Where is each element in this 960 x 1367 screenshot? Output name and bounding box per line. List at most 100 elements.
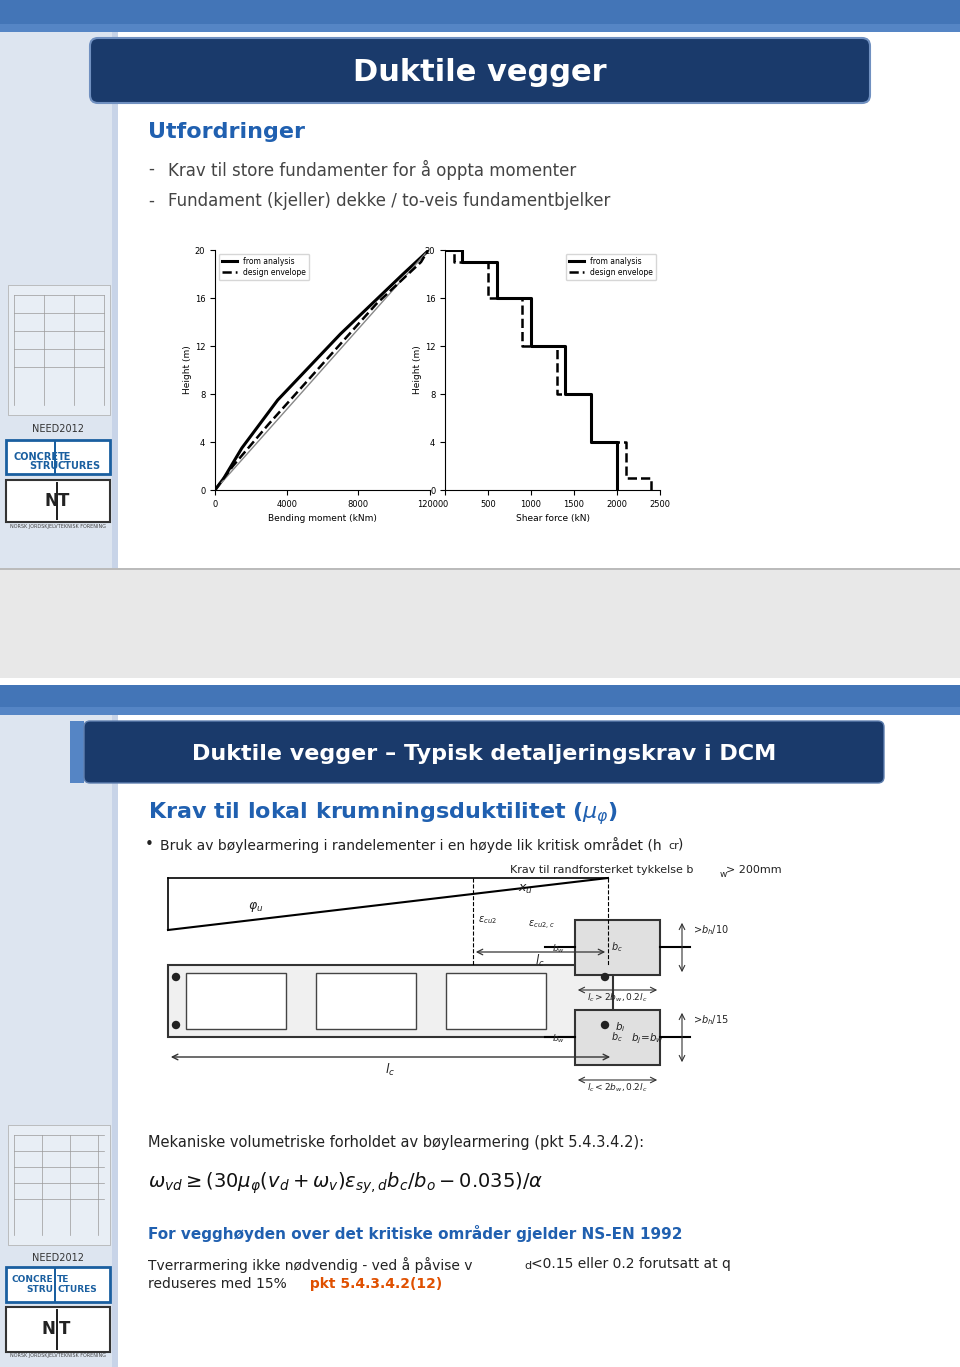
from analysis [560,338,571,354]
design envelope [440,242,451,258]
from analysis [236,440,248,457]
Text: $\omega_{vd} \geq (30\mu_{\varphi}(v_d + \omega_v)\varepsilon_{sy,d}b_c / b_o - : $\omega_{vd} \geq (30\mu_{\varphi}(v_d +… [148,1170,543,1196]
Text: $x_u$: $x_u$ [518,883,533,897]
Bar [6,1307,110,1352]
design envelope [586,385,597,402]
Bar [168,965,613,1038]
Circle shape [173,1021,180,1028]
Text: $l_c<2b_w, 0.2l_c$: $l_c<2b_w, 0.2l_c$ [587,1083,647,1095]
Bar [0,685,960,1367]
from analysis [525,338,537,354]
Bar [54,440,56,474]
Text: ): ) [678,837,684,852]
Text: T: T [58,492,69,510]
design envelope [551,385,563,402]
Text: $\varphi_u$: $\varphi_u$ [248,899,263,915]
from analysis [586,433,597,450]
design envelope [447,254,460,271]
Text: •: • [145,837,154,852]
Circle shape [602,973,609,980]
from analysis [612,481,623,498]
Text: $l_c>2b_w, 0.2l_c$: $l_c>2b_w, 0.2l_c$ [587,992,647,1005]
Bar [0,0,960,569]
Y-axis label: Height (m): Height (m) [413,346,421,394]
design envelope [516,338,528,354]
Text: $\varepsilon_{cu2}$: $\varepsilon_{cu2}$ [478,915,497,925]
from analysis [586,385,597,402]
Text: N: N [44,492,58,510]
Bar [54,1267,56,1301]
Bar [118,715,960,1367]
from analysis [491,254,502,271]
Text: d: d [524,1260,531,1271]
Bar [118,31,960,569]
Text: reduseres med 15%: reduseres med 15% [148,1277,287,1290]
Bar [56,1310,58,1351]
Bar [0,569,960,678]
Legend: from analysis, design envelope: from analysis, design envelope [565,254,657,280]
design envelope [620,433,632,450]
from analysis [420,245,432,261]
Text: For vegghøyden over det kritiske områder gjelder NS-EN 1992: For vegghøyden over det kritiske områder… [148,1225,683,1243]
Bar [70,720,84,783]
Text: CONCRE: CONCRE [12,1274,53,1284]
Text: $\varepsilon_{cu2,c}$: $\varepsilon_{cu2,c}$ [528,919,555,931]
design envelope [646,470,658,487]
from analysis [560,385,571,402]
from analysis [456,242,468,258]
from analysis [272,392,283,409]
design envelope [228,458,239,474]
design envelope [263,416,275,432]
design envelope [620,470,632,487]
Line: design envelope: design envelope [445,250,652,489]
Text: >$b_h$/15: >$b_h$/15 [693,1013,729,1027]
Bar [575,920,660,975]
Text: NORSK JORDSKJELVTEKNISK FORENING: NORSK JORDSKJELVTEKNISK FORENING [10,524,106,529]
FancyBboxPatch shape [84,720,884,783]
Text: CONCRE: CONCRE [13,452,58,462]
Text: Bruk av bøylearmering i randelementer i en høyde lik kritisk området (h: Bruk av bøylearmering i randelementer i … [160,837,661,853]
from analysis [491,290,502,306]
Text: Krav til randforsterket tykkelse b: Krav til randforsterket tykkelse b [510,865,693,875]
design envelope [317,355,328,372]
Text: Duktile vegger: Duktile vegger [353,57,607,87]
Text: $l_c$: $l_c$ [535,953,545,969]
Text: <0.15 eller 0.2 forutsatt at q: <0.15 eller 0.2 forutsatt at q [531,1258,731,1271]
design envelope [551,338,563,354]
Bar [8,284,110,416]
Text: TE: TE [58,452,71,462]
Circle shape [173,973,180,980]
Text: Krav til lokal krumningsduktilitet ($\mu_{\varphi}$): Krav til lokal krumningsduktilitet ($\mu… [148,800,618,827]
Legend: from analysis, design envelope: from analysis, design envelope [219,254,309,280]
design envelope [422,242,434,258]
from analysis [440,242,451,258]
Bar [112,715,118,1367]
Line: from analysis: from analysis [445,250,617,489]
Text: -: - [148,160,154,178]
Text: NEED2012: NEED2012 [32,424,84,433]
design envelope [371,295,382,312]
Circle shape [602,1021,609,1028]
Text: -: - [148,191,154,211]
Text: Duktile vegger – Typisk detaljeringskrav i DCM: Duktile vegger – Typisk detaljeringskrav… [192,744,776,764]
design envelope [416,254,427,271]
Bar [0,685,960,715]
Text: STRU: STRU [29,461,58,472]
from analysis [335,325,347,342]
design envelope [482,254,493,271]
Text: N: N [41,1321,55,1338]
Bar [446,973,546,1029]
Text: Tverrarmering ikke nødvendig - ved å påvise v: Tverrarmering ikke nødvendig - ved å påv… [148,1258,472,1273]
from analysis [456,254,468,271]
from analysis [209,481,221,498]
Text: > 200mm: > 200mm [726,865,781,875]
Text: STRU: STRU [26,1285,53,1293]
Bar [316,973,416,1029]
Bar [0,715,118,1367]
Bar [0,569,960,570]
Text: $b_i$: $b_i$ [615,1020,626,1033]
Text: $b_c$: $b_c$ [612,940,623,954]
Bar [112,31,118,569]
Text: $b_c$: $b_c$ [612,1031,623,1044]
FancyBboxPatch shape [90,38,870,103]
